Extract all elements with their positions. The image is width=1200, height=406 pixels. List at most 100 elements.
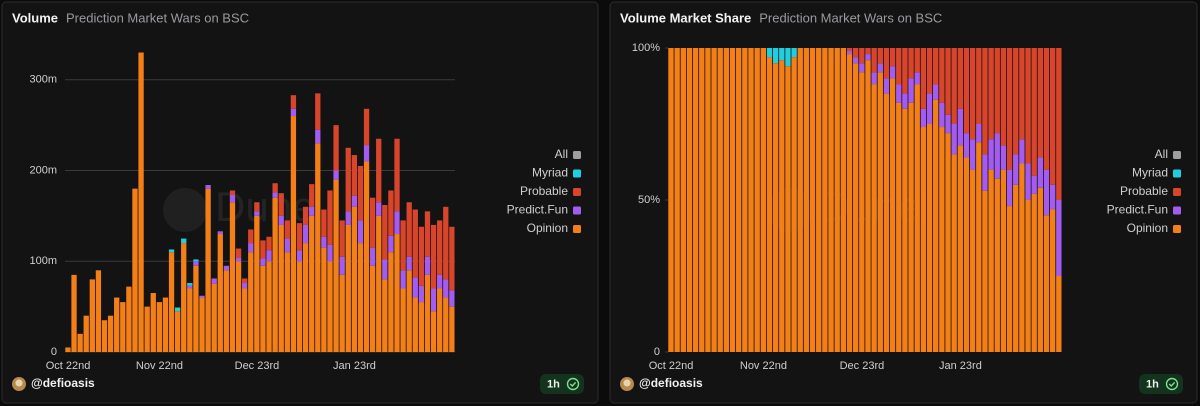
chart-panel: Volume Prediction Market Wars on BSCDune0… [1,1,599,404]
bar-segment [412,277,418,298]
bar-segment [988,139,994,170]
bar-segment [278,224,284,352]
bar-segment [846,51,853,55]
bar-segment [181,238,187,244]
bar-segment [1019,48,1025,140]
x-tick-label: Jan 23rd [333,360,376,372]
bar-segment [315,129,321,144]
bar-segment [65,347,71,352]
bar-segment [1000,48,1007,146]
bar-segment [382,204,388,260]
x-tick-label: Nov 22nd [740,360,787,372]
bar-segment [871,72,877,85]
bar-segment [896,48,902,85]
bar-segment [369,265,376,352]
bar-segment [852,48,859,58]
bar-segment [976,48,982,124]
bar-segment [248,243,254,253]
bar-segment [430,288,437,312]
bar-segment [988,169,994,352]
bar-segment [284,238,290,253]
bar-segment [424,256,431,275]
x-tick-label: Nov 22nd [136,360,183,372]
bar-segment [926,124,933,352]
legend-label: Probable [1120,184,1168,198]
bar-segment [394,211,400,235]
legend-label: Predict.Fun [507,203,568,217]
bar-segment [1025,48,1031,164]
bar-segment [1000,145,1007,170]
bar-segment [1000,169,1007,352]
bar-segment [266,261,272,352]
x-tick-label: Dec 23rd [235,360,280,372]
bar-segment [229,195,236,203]
bar-segment [187,283,193,286]
bar-segment [309,206,315,216]
bar-segment [302,243,309,352]
bar-segment [920,48,927,109]
bar-segment [376,202,382,216]
x-tick-label: Dec 23rd [840,360,885,372]
bar-segment [982,154,988,191]
bar-segment [266,236,272,251]
bar-segment [266,250,272,262]
bar-segment [333,170,339,180]
bar-segment [327,244,333,262]
bar-segment [193,259,199,262]
bar-segment [908,48,914,79]
bar-segment [376,215,382,352]
check-mark [1168,381,1176,388]
bar-segment [908,102,914,352]
bar-segment [902,108,908,352]
bar-segment [896,84,902,103]
bar-segment [736,48,742,352]
legend-swatch [1173,188,1181,196]
bar-segment [1013,154,1019,185]
bar-segment [711,48,717,352]
avatar-face [15,379,23,387]
bar-segment [945,114,951,134]
bar-segment [772,48,779,64]
bar-segment [321,236,327,248]
bar-segment [803,48,810,352]
bar-segment [760,48,766,352]
bar-segment [223,265,230,271]
bar-segment [260,240,266,259]
bar-segment [976,142,982,352]
bar-segment [791,48,797,58]
bar-segment [1006,169,1013,207]
bar-segment [834,48,840,352]
bar-segment [235,257,242,262]
bar-segment [982,190,988,352]
bar-segment [388,252,394,352]
bar-segment [156,302,162,352]
bar-segment [902,48,908,94]
bar-segment [982,48,988,155]
bar-segment [406,256,412,271]
bar-segment [1043,169,1050,216]
bar-segment [95,270,102,352]
bar-segment [229,190,236,196]
bar-segment [822,48,828,352]
bar-segment [1056,276,1062,352]
bar-segment [382,259,388,280]
bar-segment [920,127,927,352]
refresh-interval: 1h [1146,378,1159,390]
bar-segment [290,116,297,353]
bar-segment [779,60,785,352]
bar-segment [680,48,686,352]
bar-segment [120,302,126,352]
bar-segment [345,211,351,225]
bar-segment [223,270,230,352]
bar-segment [394,234,400,352]
bar-segment [339,256,345,275]
bar-segment [1049,184,1056,210]
legend-swatch [573,188,581,196]
bar-segment [376,138,382,203]
bar-segment [181,243,187,352]
bar-segment [272,192,278,198]
bar-segment [412,297,418,352]
bar-segment [939,102,945,128]
bar-segment [1056,48,1062,200]
bar-segment [187,285,193,289]
